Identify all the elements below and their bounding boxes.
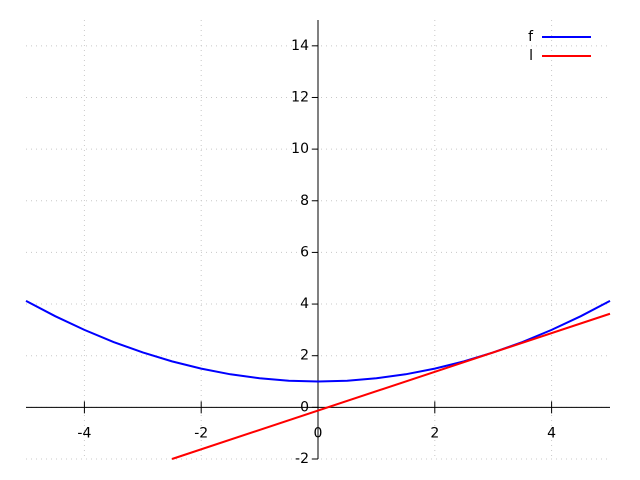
- y-tick-label: 12: [291, 89, 309, 105]
- x-tick-label: 4: [547, 425, 556, 441]
- x-tick-label: 2: [430, 425, 439, 441]
- y-tick-label: 10: [291, 141, 309, 157]
- y-tick-label: -2: [295, 451, 309, 467]
- y-tick-label: 4: [300, 296, 309, 312]
- x-tick-label: -4: [77, 425, 91, 441]
- y-tick-label: 14: [291, 38, 309, 54]
- y-tick-label: 6: [300, 244, 309, 260]
- y-tick-label: 8: [300, 193, 309, 209]
- legend-label: f: [528, 29, 534, 45]
- y-tick-label: 2: [300, 348, 309, 364]
- x-tick-label: -2: [194, 425, 208, 441]
- series-line: [171, 312, 611, 460]
- legend-label: l: [529, 48, 533, 64]
